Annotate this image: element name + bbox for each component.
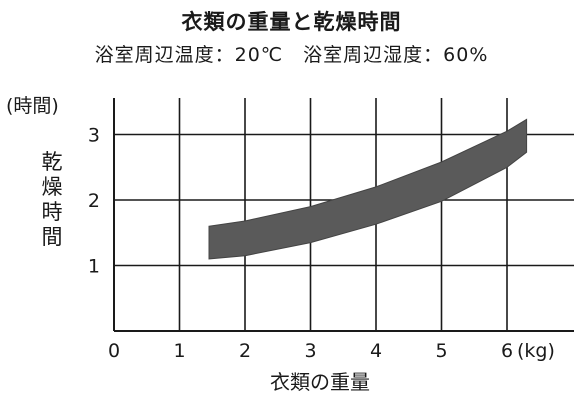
y-unit-label: (時間) <box>6 95 59 117</box>
drying-time-band <box>208 118 528 260</box>
y-tick-label: 2 <box>88 190 100 212</box>
x-tick-label: 5 <box>435 340 447 362</box>
x-tick-label: 4 <box>370 340 382 362</box>
y-axis-label: 乾燥時間 <box>41 150 63 249</box>
y-tick-label: 3 <box>88 125 100 147</box>
x-tick-label: 1 <box>173 340 185 362</box>
chart-title: 衣類の重量と乾燥時間 <box>181 10 402 34</box>
x-tick-label: 3 <box>304 340 316 362</box>
x-tick-label: 6 <box>501 340 513 362</box>
x-axis-label: 衣類の重量 <box>270 370 370 394</box>
y-tick-label: 1 <box>88 256 100 278</box>
chart-subtitle: 浴室周辺温度：20℃ 浴室周辺湿度：60% <box>94 44 489 66</box>
x-tick-label: 2 <box>239 340 251 362</box>
x-tick-label: 0 <box>108 340 120 362</box>
x-unit-label: (kg) <box>517 340 555 362</box>
